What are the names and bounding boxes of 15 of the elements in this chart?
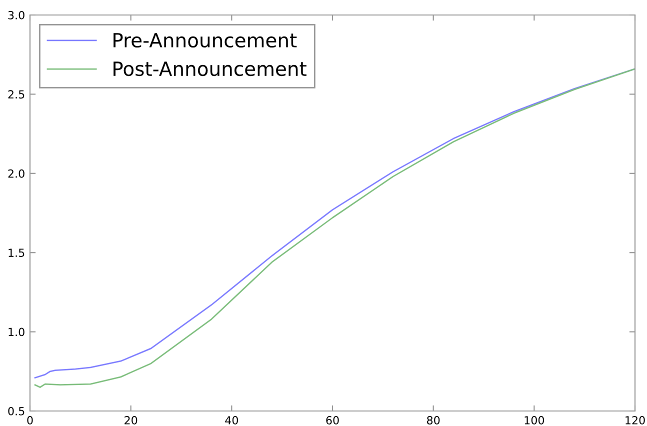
- x-tick-label: 100: [524, 416, 544, 424]
- x-tick-label: 120: [626, 416, 645, 424]
- x-tick-label: 40: [225, 416, 238, 424]
- y-tick-label: 0.5: [8, 406, 24, 416]
- legend-label: Pre-Announcement: [114, 33, 297, 48]
- y-tick-label: 2.5: [8, 90, 24, 99]
- x-tick-label: 80: [427, 416, 440, 424]
- y-tick-label: 3.0: [8, 10, 24, 20]
- x-tick-label: 60: [326, 416, 339, 424]
- y-tick-label: 2.0: [8, 169, 24, 178]
- y-tick-label: 1.0: [8, 328, 24, 336]
- y-tick-label: 1.5: [8, 248, 24, 257]
- legend-label: Post-Announcement: [114, 62, 306, 76]
- x-tick-label: 20: [124, 416, 138, 424]
- x-tick-label: 0: [27, 416, 33, 424]
